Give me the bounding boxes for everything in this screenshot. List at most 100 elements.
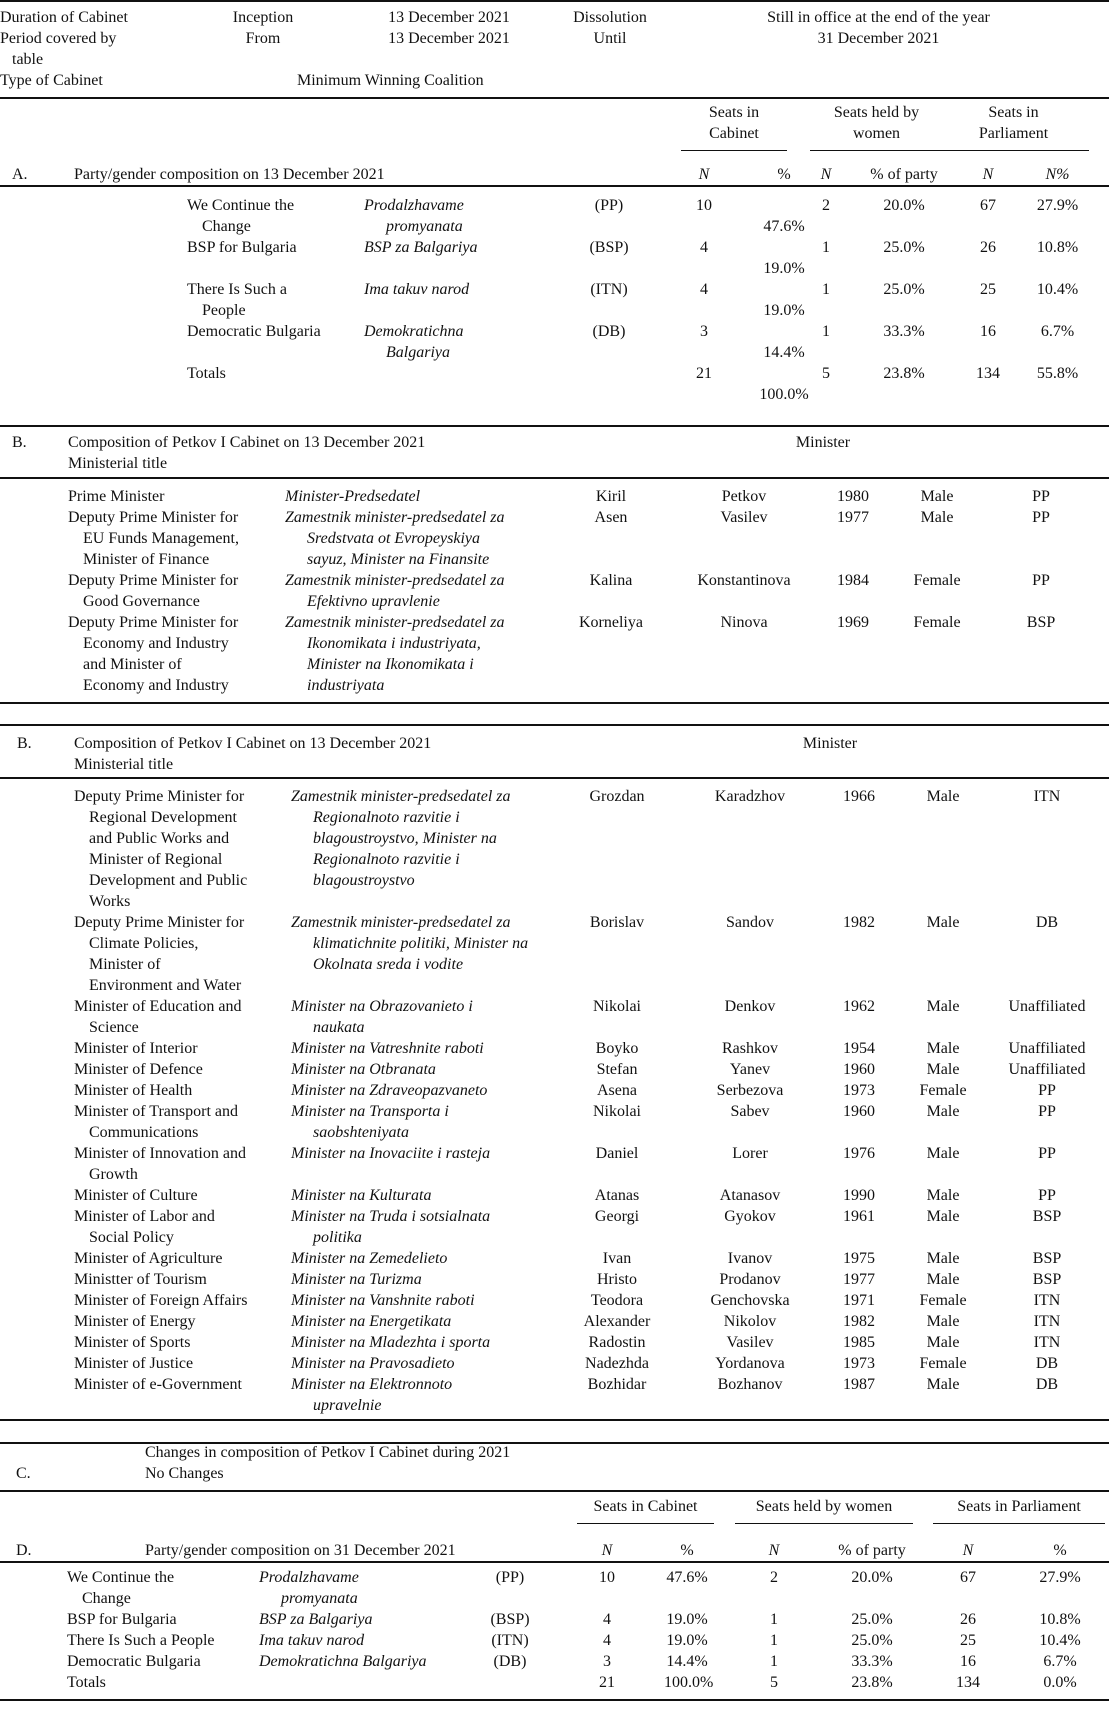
- party-native-name: [259, 1672, 470, 1693]
- minister-gender: Male: [926, 1271, 960, 1288]
- minister-party: DB: [1035, 1376, 1059, 1393]
- minister-gender: Male: [926, 1040, 960, 1057]
- ministerial-title: Deputy Prime Minister for Climate Polici…: [74, 914, 245, 994]
- parliament-seats: 134: [976, 365, 1000, 382]
- minister-party: BSP: [1032, 1271, 1062, 1288]
- minister-party: PP: [1038, 1103, 1056, 1120]
- rule: [0, 1419, 1109, 1421]
- col-pct: %: [777, 166, 791, 183]
- table-row: Minister of Interior Minister na Vatreshn…: [0, 1038, 1109, 1059]
- table-row: Minister of Labor and Social Policy Minis…: [0, 1206, 1109, 1248]
- women-seats-pct: 25.0%: [851, 1611, 893, 1628]
- minister-birth-year: 1961: [843, 1208, 875, 1225]
- minister-party: ITN: [1033, 1313, 1061, 1330]
- table-row: Minister of e-Government Minister na Elek…: [0, 1374, 1109, 1416]
- section-a-rows: We Continue the Change Prodalzhavame prom…: [0, 195, 1109, 405]
- minister-gender: Female: [919, 1355, 967, 1372]
- ministerial-title-native: Minister na Elektronnoto upravelnie: [291, 1376, 453, 1414]
- minister-party: DB: [1035, 1355, 1059, 1372]
- table-row: There Is Such a People Ima takuv narod (IT…: [0, 279, 1109, 321]
- table-row: Minister of Transport and Communications…: [0, 1101, 1109, 1143]
- col-women-pct: % of party: [838, 1542, 906, 1559]
- minister-gender: Male: [926, 1376, 960, 1393]
- minister-party: ITN: [1033, 788, 1061, 805]
- table-row: We Continue the Change Prodalzhavame prom…: [0, 195, 1109, 237]
- women-seats: 5: [770, 1674, 778, 1691]
- rule: [0, 1442, 1109, 1444]
- ministerial-title: Deputy Prime Minister for Economy and In…: [68, 614, 239, 694]
- cabinet-seats-pct: 19.0%: [763, 260, 805, 277]
- ministerial-title: Minister of Education and Science: [74, 998, 242, 1036]
- seats-in-cabinet-header: Seats in Cabinet: [577, 1496, 714, 1524]
- women-seats: 1: [770, 1611, 778, 1628]
- parliament-seats-pct: 10.4%: [1039, 1632, 1081, 1649]
- cabinet-seats-pct: 47.6%: [666, 1569, 708, 1586]
- minister-gender: Female: [913, 614, 961, 631]
- cabinet-seats: 4: [603, 1632, 611, 1649]
- party-abbreviation: (BSP): [589, 239, 629, 256]
- ministerial-title-native: Minister na Pravosadieto: [291, 1355, 455, 1372]
- table-row: BSP for Bulgaria BSP za Balgariya (BSP) 4 19…: [0, 237, 1109, 279]
- minister-last-name: Ivanov: [727, 1250, 773, 1267]
- table-row: Democratic Bulgaria Demokratichna Balgari…: [0, 321, 1109, 363]
- minister-first-name: Nadezhda: [585, 1355, 649, 1372]
- minister-last-name: Sabev: [730, 1103, 770, 1120]
- party-abbreviation: (DB): [493, 1653, 527, 1670]
- table-row: Minister of Justice Minister na Pravosadi…: [0, 1353, 1109, 1374]
- minister-birth-year: 1976: [843, 1145, 875, 1162]
- parliament-seats-pct: 10.8%: [1039, 1611, 1081, 1628]
- minister-last-name: Sandov: [726, 914, 774, 931]
- minister-party: PP: [1032, 488, 1050, 505]
- party-name: There Is Such a People: [67, 1632, 215, 1649]
- col-women-n: N: [820, 166, 832, 183]
- party-abbreviation: (PP): [495, 1569, 525, 1586]
- ministerial-title-native: Minister na Zdraveopazvaneto: [291, 1082, 488, 1099]
- minister-birth-year: 1973: [843, 1355, 875, 1372]
- party-native-name: BSP za Balgariya: [259, 1611, 373, 1628]
- cabinet-seats: 21: [599, 1674, 615, 1691]
- party-name: We Continue the Change: [187, 197, 295, 235]
- ministerial-title-native: Minister na Mladezhta i sporta: [291, 1334, 491, 1351]
- until-date: 31 December 2021: [817, 30, 940, 47]
- women-seats: 5: [822, 365, 830, 382]
- party-name: BSP for Bulgaria: [67, 1611, 177, 1628]
- minister-gender: Male: [920, 488, 954, 505]
- cabinet-seats-pct: 19.0%: [666, 1611, 708, 1628]
- party-name: Totals: [67, 1674, 106, 1691]
- seats-in-parliament-header: Seats in Parliament: [933, 1496, 1105, 1524]
- minister-birth-year: 1969: [837, 614, 869, 631]
- parliament-seats-pct: 6.7%: [1040, 323, 1075, 340]
- ministerial-title-native: Zamestnik minister-predsedatel za Sredst…: [285, 509, 505, 568]
- party-name: Democratic Bulgaria: [67, 1653, 201, 1670]
- party-native-name: Demokratichna Balgariya: [259, 1653, 427, 1670]
- rule: [0, 724, 1109, 726]
- party-native-name: BSP za Balgariya: [364, 239, 478, 256]
- col-parl-n: N: [982, 166, 994, 183]
- minister-last-name: Yordanova: [715, 1355, 785, 1372]
- ministerial-title-native: Minister na Obrazovanieto i naukata: [291, 998, 473, 1036]
- minister-first-name: Kalina: [589, 572, 633, 589]
- minister-gender: Female: [919, 1292, 967, 1309]
- minister-party: BSP: [1032, 1208, 1062, 1225]
- minister-first-name: Kiril: [595, 488, 627, 505]
- minister-party: PP: [1032, 509, 1050, 526]
- table-row: We Continue the Change Prodalzhavame prom…: [0, 1567, 1109, 1609]
- minister-last-name: Genchovska: [710, 1292, 790, 1309]
- minister-first-name: Stefan: [596, 1061, 638, 1078]
- minister-gender: Female: [919, 1082, 967, 1099]
- section-b2-subtitle: Ministerial title: [74, 756, 174, 773]
- minister-gender: Male: [926, 1208, 960, 1225]
- table-row: Totals 21 100.0% 5 23.8% 134 55.8%: [0, 363, 1109, 405]
- rule: [0, 425, 1109, 427]
- section-a-label: A.: [12, 166, 28, 183]
- minister-last-name: Rashkov: [722, 1040, 778, 1057]
- rule: [0, 777, 1109, 779]
- seats-held-by-women-header: Seats held by women: [810, 102, 943, 151]
- minister-first-name: Grozdan: [589, 788, 645, 805]
- section-d-rows: We Continue the Change Prodalzhavame prom…: [0, 1567, 1109, 1693]
- cabinet-seats: 4: [603, 1611, 611, 1628]
- section-b1-label: B.: [12, 434, 27, 451]
- col-parl-n: N: [962, 1542, 974, 1559]
- table-row: Democratic Bulgaria Demokratichna Balgari…: [0, 1651, 1109, 1672]
- minister-last-name: Yanev: [729, 1061, 771, 1078]
